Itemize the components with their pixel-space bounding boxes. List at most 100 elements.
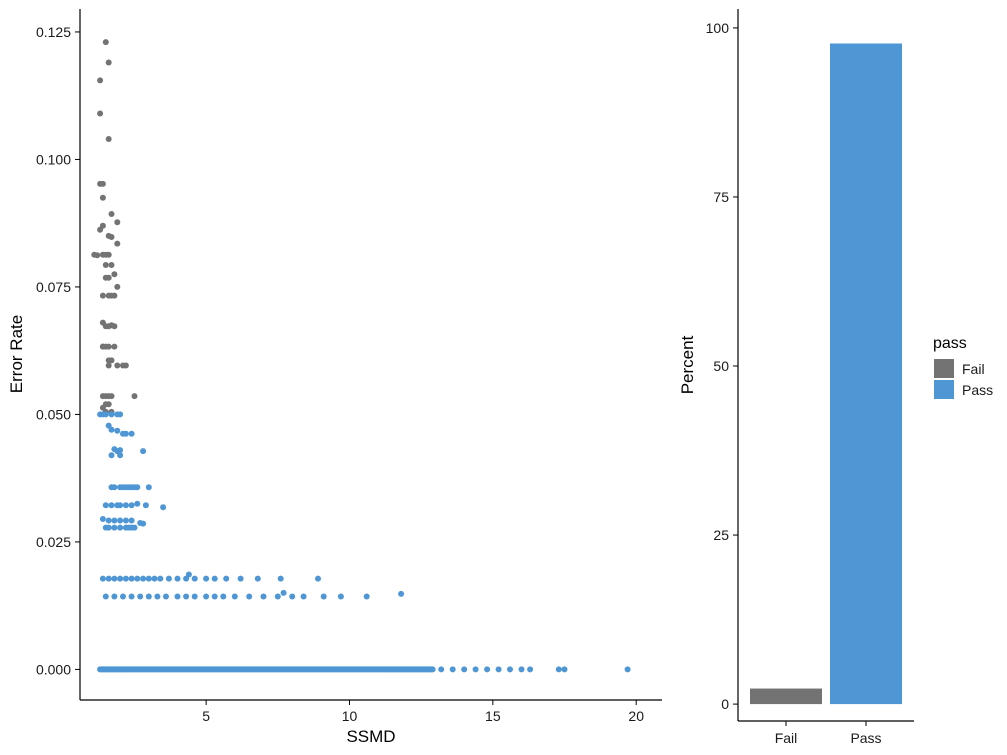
bar-x-tick-label: Pass: [850, 730, 881, 746]
point-fail: [105, 251, 112, 258]
point-fail: [99, 251, 106, 258]
legend-label-fail: Fail: [962, 361, 985, 377]
point-pass: [203, 575, 210, 582]
bar-fail: [750, 688, 822, 705]
point-fail: [114, 219, 121, 226]
legend-title: pass: [933, 335, 967, 352]
scatter-y-ticks: 0.000 0.025 0.050 0.075 0.100 0.125: [36, 24, 80, 677]
point-fail: [105, 323, 112, 330]
point-pass: [108, 426, 115, 433]
point-fail: [105, 401, 112, 408]
point-fail: [99, 292, 106, 299]
point-pass: [102, 502, 109, 509]
point-pass: [300, 593, 307, 600]
scatter-y-tick-label: 0.100: [36, 151, 71, 167]
point-pass: [140, 448, 147, 455]
legend-label-pass: Pass: [962, 382, 993, 398]
point-pass: [128, 575, 135, 582]
point-fail: [111, 323, 118, 330]
point-pass: [163, 593, 169, 600]
point-pass: [289, 593, 296, 600]
point-pass: [108, 502, 115, 509]
bar-x-tick-label: Fail: [775, 730, 798, 746]
point-pass: [111, 517, 118, 524]
point-pass: [134, 484, 141, 491]
point-fail: [105, 59, 112, 66]
point-fail: [105, 343, 112, 350]
point-pass: [160, 504, 167, 511]
point-pass: [114, 427, 121, 434]
point-pass: [449, 666, 456, 673]
point-pass: [102, 593, 109, 600]
point-pass: [105, 524, 112, 531]
point-pass: [120, 593, 126, 600]
point-pass: [140, 520, 147, 527]
point-pass: [111, 593, 118, 600]
point-fail: [99, 222, 106, 229]
bars: [750, 43, 902, 705]
point-fail: [114, 362, 121, 369]
scatter-y-tick-label: 0.075: [36, 279, 71, 295]
point-pass: [111, 524, 118, 531]
point-fail: [91, 251, 98, 258]
point-pass: [108, 452, 115, 459]
point-pass: [117, 502, 124, 509]
point-pass: [122, 502, 129, 509]
point-pass: [108, 411, 115, 418]
scatter-x-tick-label: 10: [342, 708, 358, 724]
point-pass: [246, 593, 253, 600]
point-pass: [128, 593, 135, 600]
point-pass: [254, 575, 261, 582]
point-pass: [111, 484, 118, 491]
point-fail: [102, 39, 109, 46]
point-pass: [117, 524, 124, 531]
point-pass: [122, 517, 129, 524]
point-pass: [518, 666, 525, 673]
point-pass: [99, 575, 106, 582]
point-pass: [145, 484, 152, 491]
point-pass: [507, 666, 513, 673]
point-pass: [438, 666, 445, 673]
point-fail: [97, 110, 104, 117]
point-pass: [220, 593, 227, 600]
bar-y-tick-label: 50: [713, 358, 729, 374]
point-pass: [128, 517, 135, 524]
point-fail: [99, 194, 106, 201]
point-pass: [398, 590, 405, 597]
point-pass: [211, 575, 218, 582]
bar-y-tick-label: 25: [713, 527, 729, 543]
point-pass: [191, 593, 198, 600]
point-pass: [145, 575, 152, 582]
point-pass: [624, 666, 631, 673]
point-pass: [280, 589, 287, 596]
point-pass: [191, 575, 198, 582]
point-pass: [134, 575, 141, 582]
scatter-x-tick-label: 5: [202, 708, 210, 724]
point-fail: [131, 393, 138, 400]
point-fail: [111, 343, 118, 350]
point-fail: [99, 343, 106, 350]
point-pass: [461, 666, 468, 673]
point-pass: [157, 575, 164, 582]
point-pass: [122, 575, 129, 582]
point-pass: [320, 593, 327, 600]
point-fail: [114, 240, 121, 247]
point-fail: [105, 274, 112, 281]
point-pass: [142, 502, 149, 509]
legend-swatch-pass: [934, 380, 954, 399]
bar-y-axis-title: Percent: [678, 335, 697, 394]
point-pass: [99, 516, 106, 522]
point-pass: [145, 593, 152, 600]
point-pass: [555, 666, 562, 673]
point-pass: [527, 666, 534, 673]
bar-y-tick-label: 75: [713, 189, 729, 205]
point-fail: [99, 180, 106, 187]
point-fail: [111, 271, 118, 278]
scatter-panel: 0.000 0.025 0.050 0.075 0.100 0.125 5 10 15 20 S…: [7, 9, 662, 746]
scatter-y-tick-label: 0.000: [36, 661, 71, 677]
scatter-y-tick-label: 0.050: [36, 406, 71, 422]
point-pass: [484, 666, 491, 673]
point-pass: [102, 411, 109, 418]
point-pass: [137, 593, 144, 600]
point-pass: [122, 430, 129, 437]
